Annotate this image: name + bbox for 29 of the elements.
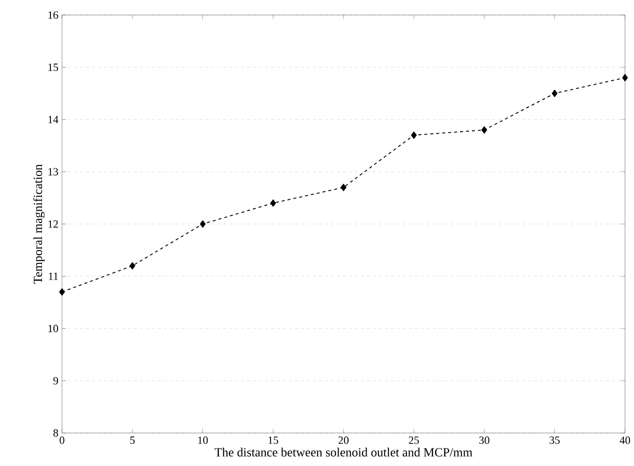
y-tick-label: 8: [53, 429, 58, 437]
point: [270, 199, 276, 207]
point: [200, 220, 206, 228]
y-tick-label: 16: [48, 11, 58, 19]
x-tick-label: 30: [479, 436, 490, 444]
y-axis-title: Temporal magnification: [33, 164, 45, 284]
y-tick-label: 9: [53, 377, 58, 384]
y-tick-label: 13: [48, 168, 58, 176]
x-tick-label: 10: [198, 436, 208, 444]
point: [622, 74, 628, 82]
point: [130, 262, 136, 270]
x-tick-label: 15: [268, 436, 278, 444]
y-tick-label: 11: [48, 272, 58, 280]
y-tick-label: 14: [48, 116, 58, 124]
x-axis-title: The distance between solenoid outlet and MCP/mm: [214, 448, 472, 457]
point: [481, 126, 488, 134]
x-tick-label: 0: [60, 436, 64, 444]
point: [340, 184, 346, 192]
x-tick-label: 5: [130, 436, 135, 444]
point: [411, 132, 417, 139]
y-tick-label: 10: [48, 324, 58, 332]
x-tick-label: 35: [550, 436, 560, 444]
x-tick-label: 40: [620, 436, 630, 444]
x-tick-label: 25: [408, 436, 419, 444]
x-tick-label: 20: [338, 436, 349, 444]
point: [552, 90, 558, 98]
point: [59, 288, 65, 296]
y-tick-label: 12: [48, 220, 58, 228]
y-tick-label: 15: [48, 64, 58, 71]
